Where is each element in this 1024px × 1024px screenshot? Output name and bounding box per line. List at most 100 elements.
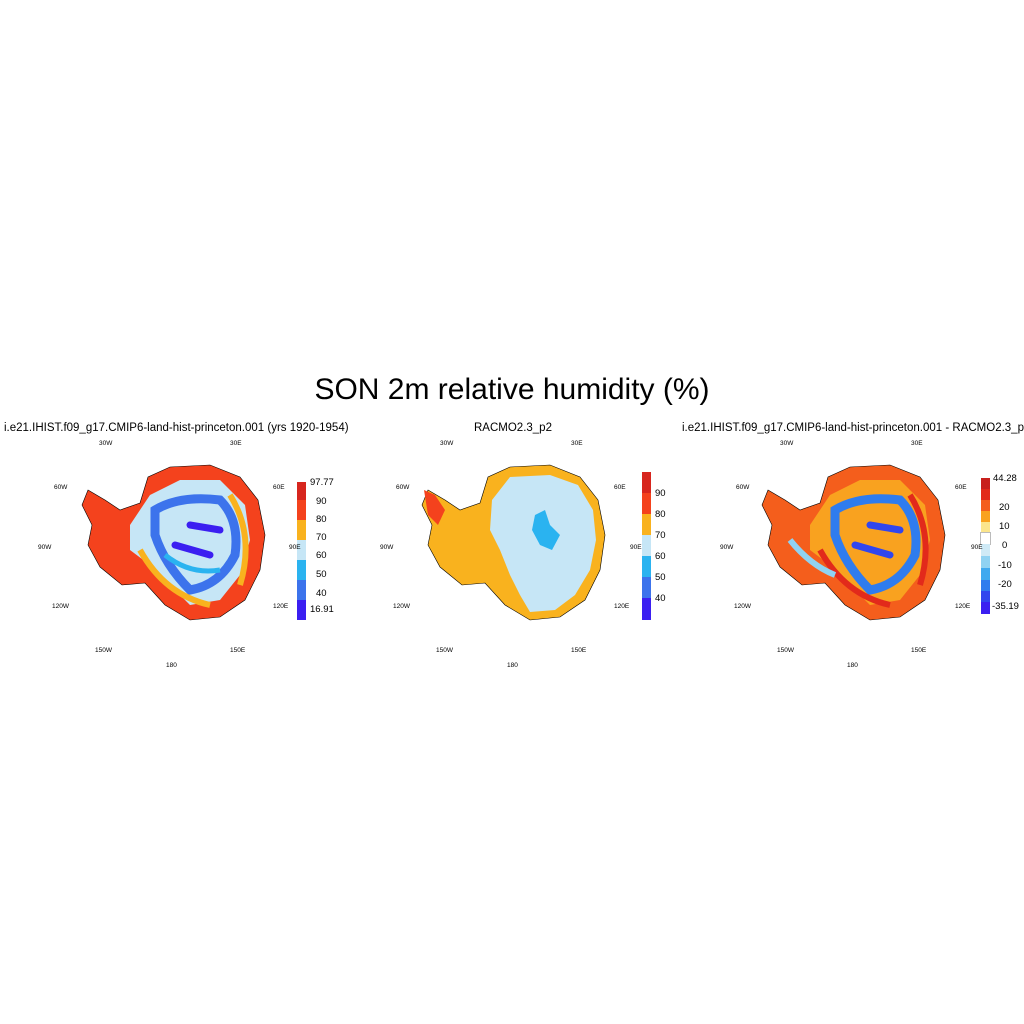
lon-label: 150E xyxy=(571,647,587,654)
lon-label: 120E xyxy=(273,603,289,610)
colorbar-segment xyxy=(642,514,651,535)
colorbar-segment xyxy=(642,556,651,577)
lon-label: 60W xyxy=(54,484,68,491)
lon-label: 180 xyxy=(166,662,177,669)
lon-label: 150W xyxy=(777,647,794,654)
lon-label: 90E xyxy=(630,544,642,551)
colorbar-label: 60 xyxy=(655,551,666,562)
colorbar-racmo xyxy=(642,472,651,620)
colorbar-label-min: 16.91 xyxy=(310,604,334,615)
colorbar-segment xyxy=(981,478,990,489)
lon-label: 60E xyxy=(614,484,626,491)
lon-label: 30E xyxy=(230,440,242,447)
colorbar-segment xyxy=(297,520,306,540)
lon-label: 30E xyxy=(911,440,923,447)
panel-title-difference: i.e21.IHIST.f09_g17.CMIP6-land-hist-prin… xyxy=(682,422,1024,434)
lon-label: 60E xyxy=(955,484,967,491)
lon-label: 120E xyxy=(955,603,971,610)
lon-label: 30W xyxy=(99,440,113,447)
colorbar-label: 80 xyxy=(655,509,666,520)
colorbar-segment xyxy=(980,532,991,545)
colorbar-label: 50 xyxy=(655,572,666,583)
colorbar-segment xyxy=(981,580,990,591)
colorbar-label: 70 xyxy=(316,532,327,543)
colorbar-label: -20 xyxy=(998,579,1012,590)
lon-label: 90E xyxy=(289,544,301,551)
colorbar-model xyxy=(297,482,306,620)
lon-label: 180 xyxy=(847,662,858,669)
colorbar-label: 40 xyxy=(655,593,666,604)
colorbar-label: 70 xyxy=(655,530,666,541)
colorbar-segment xyxy=(981,522,990,533)
colorbar-label-max: 44.28 xyxy=(993,473,1017,484)
colorbar-segment xyxy=(981,556,990,568)
lon-label: 90E xyxy=(971,544,983,551)
colorbar-difference xyxy=(980,478,991,614)
colorbar-label: 10 xyxy=(999,521,1010,532)
lon-label: 180 xyxy=(507,662,518,669)
lon-label: 120W xyxy=(734,603,751,610)
colorbar-segment xyxy=(297,500,306,520)
humidity-band-orange xyxy=(137,493,249,608)
colorbar-label: 90 xyxy=(316,496,327,507)
lon-label: 150E xyxy=(911,647,927,654)
antarctica-map-racmo xyxy=(421,464,606,621)
colorbar-segment xyxy=(297,560,306,580)
antarctica-map-model xyxy=(81,464,266,621)
lon-label: 90W xyxy=(38,544,52,551)
lon-label: 150W xyxy=(436,647,453,654)
lon-label: 120E xyxy=(614,603,630,610)
antarctica-map-difference xyxy=(761,464,946,621)
colorbar-segment xyxy=(981,500,990,511)
panel-title-model: i.e21.IHIST.f09_g17.CMIP6-land-hist-prin… xyxy=(4,422,349,434)
lon-label: 60W xyxy=(396,484,410,491)
humidity-patch-cyan xyxy=(532,510,560,550)
colorbar-segment xyxy=(981,568,990,580)
colorbar-segment xyxy=(642,598,651,620)
difference-band-blue xyxy=(830,494,921,595)
colorbar-label: -10 xyxy=(998,560,1012,571)
colorbar-segment xyxy=(297,600,306,620)
lon-label: 90W xyxy=(380,544,394,551)
colorbar-segment xyxy=(297,540,306,560)
lon-label: 150E xyxy=(230,647,246,654)
panel-title-racmo: RACMO2.3_p2 xyxy=(474,422,552,434)
difference-band-light xyxy=(787,538,837,578)
difference-band-red xyxy=(817,493,929,608)
colorbar-segment xyxy=(981,544,990,556)
colorbar-segment xyxy=(642,577,651,598)
humidity-edge-red xyxy=(424,490,445,525)
lon-label: 120W xyxy=(52,603,69,610)
colorbar-segment xyxy=(981,511,990,522)
colorbar-label: 20 xyxy=(999,502,1010,513)
colorbar-segment xyxy=(297,580,306,600)
difference-band-violet xyxy=(851,521,904,559)
lon-label: 120W xyxy=(393,603,410,610)
lon-label: 60E xyxy=(273,484,285,491)
colorbar-label: 40 xyxy=(316,588,327,599)
lon-label: 30E xyxy=(571,440,583,447)
colorbar-segment xyxy=(297,482,306,500)
colorbar-label-max: 97.77 xyxy=(310,477,334,488)
colorbar-label: 60 xyxy=(316,550,327,561)
humidity-band-cyan xyxy=(163,553,221,574)
colorbar-label: 0 xyxy=(1002,540,1008,551)
colorbar-segment xyxy=(981,602,990,614)
humidity-band-violet xyxy=(171,521,224,559)
lon-label: 90W xyxy=(720,544,734,551)
humidity-band-blue xyxy=(150,494,241,595)
colorbar-segment xyxy=(642,493,651,514)
lon-label: 30W xyxy=(780,440,794,447)
lon-label: 150W xyxy=(95,647,112,654)
lon-label: 60W xyxy=(736,484,750,491)
figure-title: SON 2m relative humidity (%) xyxy=(314,373,710,406)
colorbar-label: 80 xyxy=(316,514,327,525)
colorbar-segment xyxy=(981,591,990,602)
colorbar-segment xyxy=(981,489,990,500)
colorbar-label: 90 xyxy=(655,488,666,499)
colorbar-segment xyxy=(642,535,651,556)
colorbar-label: 50 xyxy=(316,569,327,580)
lon-label: 30W xyxy=(440,440,454,447)
colorbar-label-min: -35.19 xyxy=(992,601,1019,612)
colorbar-segment xyxy=(642,472,651,493)
